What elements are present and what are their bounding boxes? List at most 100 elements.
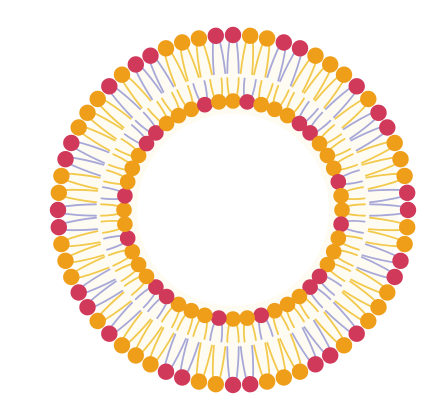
outer-lipid-head-orange (322, 56, 339, 73)
outer-lipid-head-orange (360, 312, 377, 330)
outer-lipid-head-orange (335, 337, 353, 354)
inner-lipid-head-orange (119, 174, 136, 190)
outer-lipid-head-orange (275, 369, 292, 386)
inner-lipid-head-crimson (302, 279, 318, 295)
outer-lipid-head-orange (258, 30, 276, 47)
outer-lipid-head-orange (57, 252, 74, 269)
inner-lipid-head-orange (225, 93, 241, 109)
inner-lipid-head-orange (130, 256, 147, 273)
inner-lipid-head-crimson (138, 135, 155, 152)
inner-lipid-head-orange (130, 147, 147, 164)
inner-lipid-head-crimson (253, 307, 269, 324)
inner-lipid-head-crimson (148, 279, 164, 295)
outer-lipid-head-crimson (242, 376, 259, 393)
outer-lipid-head-orange (89, 312, 106, 330)
outer-lipid-head-orange (307, 47, 324, 64)
inner-lipid-head-orange (117, 216, 133, 232)
inner-lipid-head-crimson (119, 230, 136, 246)
inner-lipid-head-orange (319, 256, 336, 273)
inner-lipid-head-orange (330, 230, 347, 246)
outer-lipid-head-orange (53, 235, 70, 253)
inner-lipid-head-orange (266, 101, 283, 118)
outer-lipid-head-orange (360, 90, 377, 108)
outer-lipid-head-crimson (224, 376, 242, 394)
outer-lipid-head-orange (392, 151, 409, 168)
inner-lipid-head-orange (253, 96, 269, 113)
outer-lipid-head-crimson (63, 134, 80, 152)
outer-lipid-head-orange (335, 66, 353, 83)
inner-lipid-head-crimson (291, 115, 308, 132)
inner-lipid-head-orange (266, 302, 283, 319)
outer-lipid-head-orange (379, 284, 396, 301)
outer-lipid-head-crimson (399, 201, 417, 219)
outer-lipid-head-orange (50, 184, 67, 201)
outer-lipid-head-crimson (275, 34, 292, 51)
inner-lipid-head-crimson (211, 310, 227, 326)
outer-lipid-head-orange (190, 30, 208, 47)
outer-lipid-head-orange (386, 134, 403, 152)
outer-lipid-head-orange (396, 167, 413, 185)
inner-lipid-head-orange (279, 296, 296, 313)
inner-lipid-head-crimson (311, 268, 328, 285)
outer-lipid-head-orange (89, 90, 106, 108)
outer-lipid-head-crimson (207, 27, 224, 44)
outer-lipid-head-orange (291, 363, 309, 380)
outer-lipid-head-orange (396, 235, 413, 253)
outer-lipid-head-orange (190, 373, 208, 390)
inner-lipid-head-orange (183, 101, 200, 118)
inner-lipid-head-orange (325, 160, 342, 177)
outer-lipid-head-orange (258, 373, 276, 390)
inner-lipid-head-crimson (302, 125, 318, 141)
outer-lipid-head-orange (63, 268, 80, 286)
inner-lipid-head-crimson (148, 125, 164, 141)
outer-lipid-head-crimson (50, 219, 67, 236)
inner-lipid-head-orange (211, 94, 227, 110)
outer-lipid-head-crimson (142, 47, 159, 64)
inner-lipid-head-orange (116, 202, 132, 218)
inner-lipid-head-orange (158, 115, 175, 132)
lipid-heads (49, 26, 417, 394)
inner-lipid-head-orange (333, 188, 349, 204)
inner-lipid-head-orange (124, 160, 141, 177)
outer-lipid-head-orange (157, 40, 175, 57)
outer-lipid-head-orange (79, 104, 96, 122)
outer-lipid-head-crimson (386, 268, 403, 286)
outer-lipid-head-crimson (399, 184, 416, 201)
outer-lipid-head-orange (113, 337, 131, 354)
outer-lipid-head-crimson (49, 201, 67, 219)
inner-lipid-head-orange (124, 243, 141, 260)
outer-lipid-head-orange (70, 119, 87, 136)
outer-lipid-head-orange (127, 347, 144, 364)
outer-lipid-head-orange (207, 376, 224, 393)
inner-lipid-head-crimson (158, 288, 175, 305)
inner-lipid-head-orange (319, 147, 336, 164)
inner-lipid-head-orange (291, 288, 308, 305)
outer-lipid-head-crimson (70, 284, 87, 301)
outer-lipid-head-crimson (79, 299, 96, 316)
inner-lipid-head-orange (334, 202, 350, 218)
outer-lipid-head-orange (242, 27, 259, 44)
outer-lipid-head-crimson (101, 78, 118, 95)
outer-lipid-head-orange (113, 66, 131, 83)
inner-lipid-head-orange (170, 107, 187, 124)
outer-lipid-head-crimson (392, 252, 409, 269)
outer-lipid-head-crimson (348, 78, 365, 95)
inner-lipid-head-crimson (333, 216, 349, 232)
outer-lipid-head-crimson (157, 363, 175, 380)
outer-lipid-head-crimson (370, 104, 387, 122)
outer-lipid-head-crimson (224, 26, 242, 44)
outer-lipid-head-crimson (291, 40, 309, 57)
inner-lipid-head-orange (183, 302, 200, 319)
outer-lipid-head-crimson (307, 356, 324, 373)
inner-lipid-head-orange (239, 310, 255, 326)
outer-lipid-head-crimson (379, 119, 396, 136)
inner-lipid-head-orange (197, 307, 213, 324)
outer-lipid-head-orange (142, 356, 159, 373)
outer-lipid-head-orange (174, 34, 191, 51)
outer-lipid-head-crimson (57, 151, 74, 168)
inner-lipid-head-crimson (197, 96, 213, 113)
aqueous-interior (137, 114, 329, 306)
inner-lipid-head-orange (311, 135, 328, 152)
outer-lipid-head-crimson (127, 56, 144, 73)
